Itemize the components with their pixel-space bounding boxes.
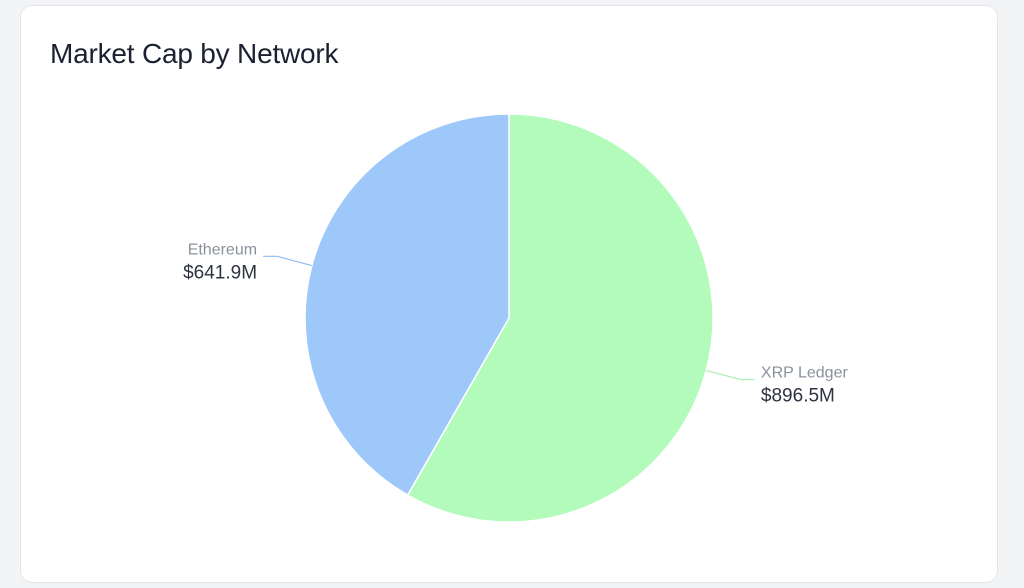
pie-slice-ethereum[interactable] xyxy=(304,113,510,497)
slice-label-ethereum: Ethereum xyxy=(188,241,257,258)
chart-title: Market Cap by Network xyxy=(50,38,339,69)
slice-value-xrp-ledger: $896.5M xyxy=(761,386,835,407)
slice-label-xrp-ledger: XRP Ledger xyxy=(761,365,849,382)
leader-line-xrp-ledger xyxy=(705,369,755,381)
pie-slice-xrp-ledger[interactable] xyxy=(406,113,714,523)
leader-line-ethereum xyxy=(263,255,313,267)
slice-value-ethereum: $641.9M xyxy=(183,262,257,283)
